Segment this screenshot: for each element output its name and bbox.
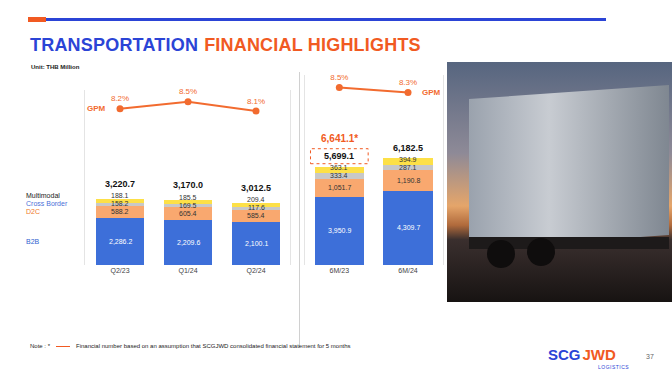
svg-text:209.4: 209.4 [247, 196, 265, 203]
html-text:LOGISTICS: LOGISTICS [598, 364, 630, 370]
html-text:SCG JWD: SCG JWD [548, 346, 616, 363]
svg-text:394.9: 394.9 [399, 156, 417, 163]
svg-text:588.2: 588.2 [111, 208, 129, 215]
svg-text:B2B: B2B [26, 238, 40, 245]
svg-text:4,309.7: 4,309.7 [397, 224, 420, 231]
svg-text:3,170.0: 3,170.0 [173, 180, 203, 190]
svg-text:GPM: GPM [422, 88, 441, 97]
svg-text:363.1: 363.1 [330, 164, 348, 171]
svg-text:6M/23: 6M/23 [330, 267, 350, 274]
svg-text:Q2/23: Q2/23 [110, 267, 129, 275]
svg-text:158.2: 158.2 [111, 200, 129, 207]
svg-text:GPM: GPM [87, 104, 106, 113]
svg-text:287.1: 287.1 [399, 164, 417, 171]
svg-text:605.4: 605.4 [179, 210, 197, 217]
svg-text:2,286.2: 2,286.2 [109, 238, 132, 245]
svg-text:3,220.7: 3,220.7 [105, 179, 135, 189]
html-text:TRANSPORTATION FINANCIAL HIGHL: TRANSPORTATION FINANCIAL HIGHLIGHTS [30, 35, 421, 55]
svg-text:3,950.9: 3,950.9 [328, 227, 351, 234]
html-text:Financial number based on an a: Financial number based on an assumption … [76, 343, 351, 349]
svg-text:Multimodal: Multimodal [26, 192, 60, 199]
html-text:Note : *: Note : * [30, 343, 50, 349]
svg-text:8.2%: 8.2% [111, 94, 129, 103]
svg-text:185.5: 185.5 [179, 194, 197, 201]
svg-text:8.5%: 8.5% [179, 87, 197, 96]
svg-text:6,641.1*: 6,641.1* [321, 133, 358, 144]
svg-text:6,182.5: 6,182.5 [393, 143, 423, 153]
svg-text:188.1: 188.1 [111, 192, 129, 199]
svg-text:169.5: 169.5 [179, 202, 197, 209]
svg-text:D2C: D2C [26, 208, 40, 215]
svg-text:585.4: 585.4 [247, 212, 265, 219]
svg-text:117.6: 117.6 [248, 204, 265, 211]
svg-text:5,699.1: 5,699.1 [324, 151, 354, 161]
html-text:37: 37 [646, 353, 654, 360]
svg-text:Cross Border: Cross Border [26, 200, 68, 207]
svg-text:1,190.8: 1,190.8 [397, 177, 420, 184]
svg-text:2,100.1: 2,100.1 [245, 240, 268, 247]
svg-text:3,012.5: 3,012.5 [241, 183, 271, 193]
svg-text:6M/24: 6M/24 [398, 267, 418, 274]
svg-text:8.5%: 8.5% [330, 73, 348, 82]
svg-text:2,209.6: 2,209.6 [177, 239, 200, 246]
svg-text:Q2/24: Q2/24 [246, 267, 265, 275]
svg-text:8.1%: 8.1% [247, 97, 265, 106]
svg-text:8.3%: 8.3% [399, 78, 417, 87]
svg-text:1,051.7: 1,051.7 [328, 184, 351, 191]
html-text:Unit: THB Million: Unit: THB Million [31, 64, 80, 70]
svg-text:Q1/24: Q1/24 [178, 267, 197, 275]
svg-text:333.4: 333.4 [330, 172, 348, 179]
